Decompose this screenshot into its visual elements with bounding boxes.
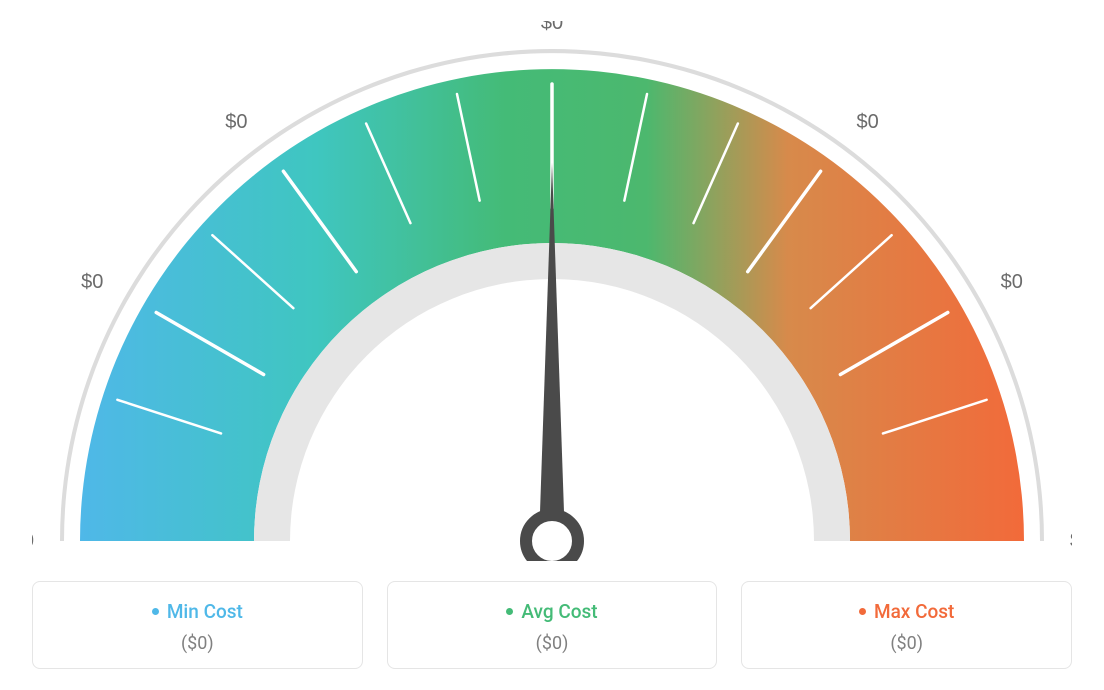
svg-text:$0: $0 <box>1001 271 1023 293</box>
legend-label: Max Cost <box>874 600 954 623</box>
svg-text:$0: $0 <box>225 111 247 133</box>
legend-value: ($0) <box>754 633 1059 654</box>
dot-icon <box>152 608 159 615</box>
svg-text:$0: $0 <box>32 530 34 552</box>
dot-icon <box>859 608 866 615</box>
legend-label: Min Cost <box>167 600 243 623</box>
gauge-svg: $0 $0 $0 $0 $0 $0 $0 <box>32 21 1072 561</box>
svg-text:$0: $0 <box>1070 530 1072 552</box>
legend-label: Avg Cost <box>521 600 597 623</box>
legend-title-avg: Avg Cost <box>506 600 597 623</box>
svg-text:$0: $0 <box>856 111 878 133</box>
svg-text:$0: $0 <box>81 271 103 293</box>
legend-value: ($0) <box>400 633 705 654</box>
legend-card-avg: Avg Cost ($0) <box>387 581 718 669</box>
legend-card-max: Max Cost ($0) <box>741 581 1072 669</box>
svg-text:$0: $0 <box>541 21 563 34</box>
legend-title-min: Min Cost <box>152 600 243 623</box>
gauge-chart: $0 $0 $0 $0 $0 $0 $0 <box>32 21 1072 561</box>
legend-value: ($0) <box>45 633 350 654</box>
dot-icon <box>506 608 513 615</box>
legend-card-min: Min Cost ($0) <box>32 581 363 669</box>
legend-title-max: Max Cost <box>859 600 954 623</box>
legend-row: Min Cost ($0) Avg Cost ($0) Max Cost ($0… <box>32 581 1072 669</box>
